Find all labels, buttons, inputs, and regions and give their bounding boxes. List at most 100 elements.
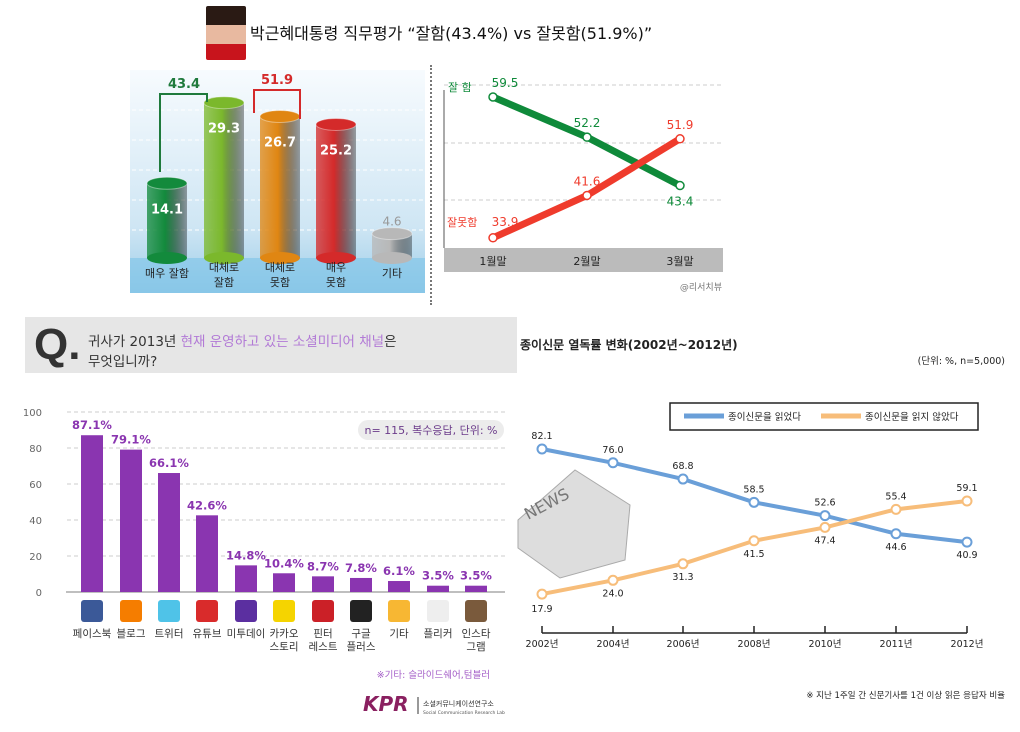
facebook-icon bbox=[81, 600, 103, 622]
x-tick-label: 1월말 bbox=[479, 255, 506, 268]
series-name: 잘 함 bbox=[448, 81, 472, 94]
newspaper-icon bbox=[517, 469, 631, 579]
data-label: 47.4 bbox=[814, 535, 835, 546]
logo-caption: 소셜커뮤니케이션연구소 bbox=[423, 699, 494, 708]
category-label: 매우 bbox=[326, 261, 346, 274]
question-line-1: 귀사가 2013년 현재 운영하고 있는 소셜미디어 채널은 bbox=[88, 330, 397, 350]
data-point bbox=[677, 473, 689, 485]
value-label: 14.1 bbox=[151, 202, 183, 217]
bar-value-label: 3.5% bbox=[460, 569, 492, 583]
data-point bbox=[488, 233, 498, 243]
divider bbox=[430, 65, 432, 305]
category-label: 기타 bbox=[382, 267, 402, 280]
category-label: 대체로 bbox=[209, 261, 239, 274]
cylinder-bar bbox=[204, 102, 244, 259]
source-label: @리서치뷰 bbox=[680, 281, 722, 293]
bar bbox=[465, 585, 487, 592]
data-label: 44.6 bbox=[885, 542, 906, 553]
pinterest-icon bbox=[312, 600, 334, 622]
bracket bbox=[159, 93, 208, 172]
data-point bbox=[675, 180, 685, 191]
bracket bbox=[253, 89, 301, 119]
bar-value-label: 66.1% bbox=[149, 456, 189, 470]
data-point bbox=[890, 528, 902, 540]
category-label: 유튜브 bbox=[193, 628, 222, 640]
data-label: 43.4 bbox=[667, 195, 694, 209]
data-label: 52.6 bbox=[814, 498, 835, 509]
twitter-icon bbox=[158, 600, 180, 622]
bar bbox=[312, 576, 334, 592]
bar-value-label: 87.1% bbox=[72, 418, 112, 432]
page-title: 박근혜대통령 직무평가 “잘함(43.4%) vs 잘못함(51.9%)” bbox=[250, 24, 653, 43]
cylinder-bar bbox=[316, 124, 356, 258]
data-point bbox=[536, 443, 548, 455]
category-label: 못함 bbox=[270, 276, 290, 289]
data-label: 40.9 bbox=[956, 550, 977, 561]
x-tick-label: 2010년 bbox=[809, 639, 842, 650]
x-tick-label: 2011년 bbox=[880, 639, 913, 650]
y-tick-label: 100 bbox=[23, 408, 42, 419]
cylinder-bar bbox=[147, 183, 187, 258]
cylinder-bar bbox=[260, 116, 300, 259]
bar-value-label: 7.8% bbox=[345, 561, 377, 575]
cylinder-bottom bbox=[204, 252, 244, 264]
category-label: 페이스북 bbox=[73, 628, 112, 640]
data-label: 41.6 bbox=[574, 174, 601, 188]
youtube-icon bbox=[196, 600, 218, 622]
star-icon bbox=[388, 600, 410, 622]
category-label: 레스트 bbox=[309, 641, 338, 653]
logo-subcaption: Social Communication Research Lab bbox=[423, 710, 505, 716]
data-label: 59.1 bbox=[956, 483, 977, 494]
bar bbox=[158, 473, 180, 592]
question-prefix: 귀사가 2013년 bbox=[88, 334, 181, 350]
category-label: 대체로 bbox=[265, 261, 295, 274]
value-label: 25.2 bbox=[320, 143, 352, 158]
data-label: 55.4 bbox=[885, 491, 906, 502]
category-label: 못함 bbox=[326, 276, 346, 289]
bar bbox=[388, 581, 410, 592]
data-point bbox=[748, 496, 760, 508]
bar bbox=[427, 585, 449, 592]
data-label: 58.5 bbox=[743, 484, 764, 495]
note-box-text: n= 115, 복수응답, 단위: % bbox=[364, 424, 497, 437]
series-name: 잘못함 bbox=[447, 216, 477, 229]
instagram-icon bbox=[465, 600, 487, 622]
x-tick-label: 2002년 bbox=[526, 639, 559, 650]
category-label: 그램 bbox=[466, 641, 485, 653]
legend-label: 종이신문을 읽었다 bbox=[728, 411, 801, 423]
data-label: 52.2 bbox=[574, 116, 601, 130]
bar-value-label: 10.4% bbox=[264, 556, 304, 570]
chart-title: 종이신문 열독률 변화(2002년~2012년) bbox=[520, 337, 738, 352]
bracket-label: 51.9 bbox=[261, 73, 293, 88]
data-point bbox=[582, 132, 592, 142]
data-point bbox=[819, 521, 831, 533]
y-tick-label: 80 bbox=[29, 444, 42, 455]
data-point bbox=[582, 190, 592, 201]
question-suffix: 은 bbox=[384, 334, 397, 350]
flickr-icon bbox=[427, 600, 449, 622]
data-point bbox=[961, 536, 973, 548]
kakaostory-icon bbox=[273, 600, 295, 622]
data-point bbox=[607, 574, 619, 586]
x-tick-label: 2004년 bbox=[597, 639, 630, 650]
me2day-icon bbox=[235, 600, 257, 622]
data-label: 41.5 bbox=[743, 549, 764, 560]
data-point bbox=[819, 510, 831, 522]
y-tick-label: 20 bbox=[29, 552, 42, 563]
x-tick-label: 2월말 bbox=[573, 255, 600, 268]
cylinder-top bbox=[315, 117, 357, 131]
cylinder-bottom bbox=[316, 252, 356, 264]
bracket-label: 43.4 bbox=[168, 77, 200, 92]
data-point bbox=[675, 134, 685, 144]
note-box bbox=[358, 420, 504, 440]
legend-label: 종이신문을 읽지 않았다 bbox=[865, 411, 959, 423]
cylinder-top bbox=[203, 96, 245, 110]
data-label: 82.1 bbox=[531, 431, 552, 442]
category-label: 스토리 bbox=[270, 641, 299, 653]
bar-value-label: 3.5% bbox=[422, 569, 454, 583]
data-label: 51.9 bbox=[667, 118, 694, 132]
bar bbox=[350, 577, 372, 592]
bar-value-label: 79.1% bbox=[111, 433, 151, 447]
value-label: 4.6 bbox=[382, 215, 401, 229]
